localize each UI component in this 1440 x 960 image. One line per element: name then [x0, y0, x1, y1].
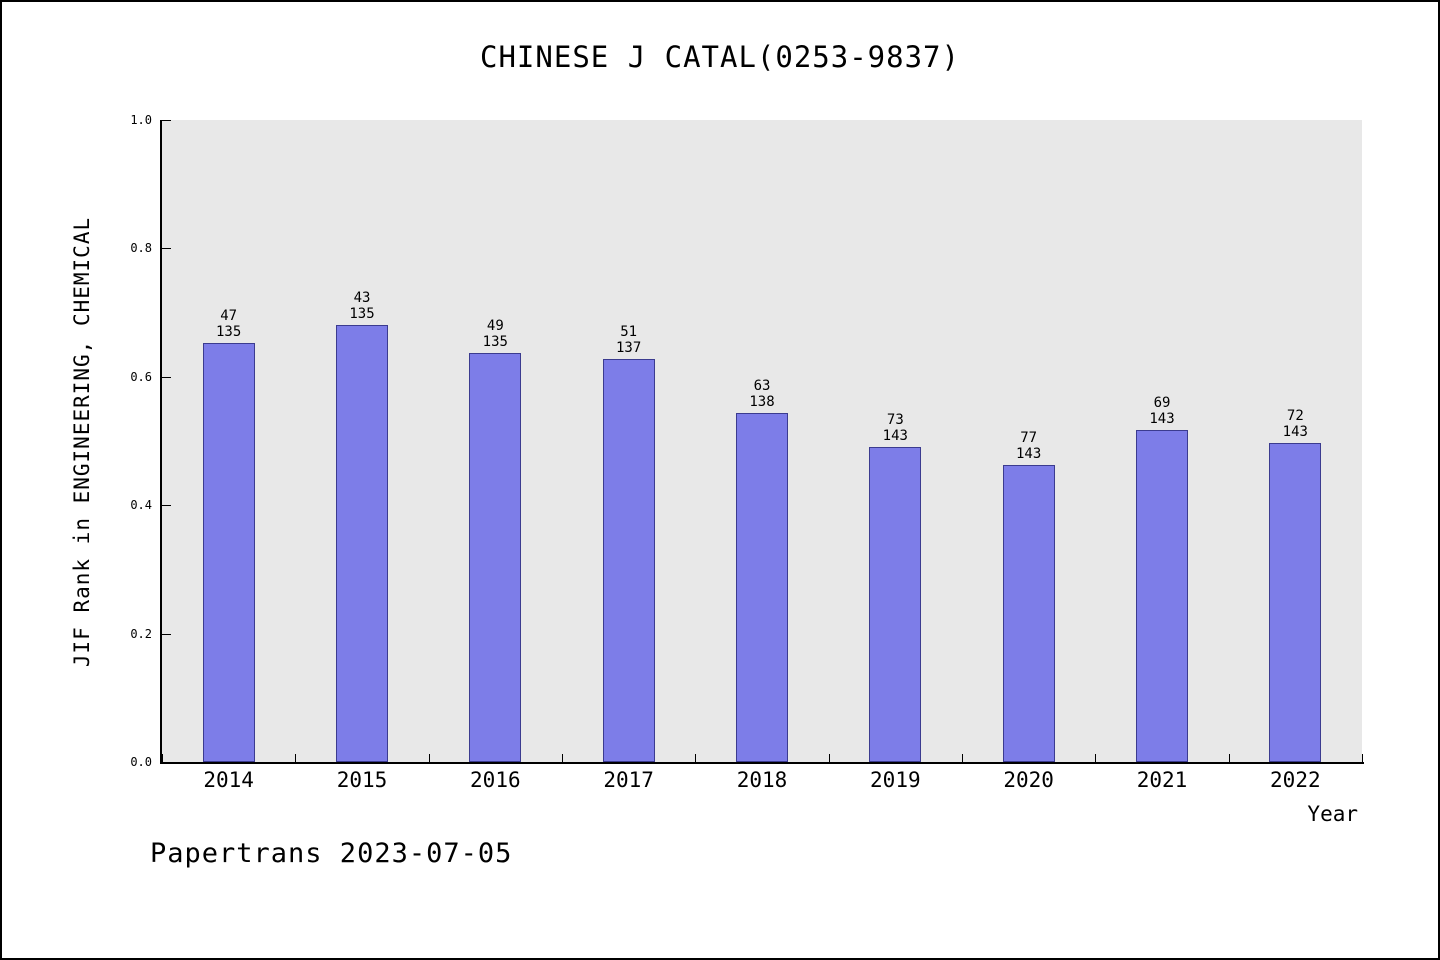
bar-value-label-2016: 49 135: [445, 318, 545, 350]
bar-2019: [869, 447, 922, 762]
bar-value-label-2020: 77 143: [979, 430, 1079, 462]
plot-area: 47 135 43 135 49 135 51 137 63 138 73 143 77 143 69 143…: [162, 120, 1363, 762]
x-axis-tick: [1362, 754, 1363, 762]
chart-title: CHINESE J CATAL(0253-9837): [480, 40, 960, 74]
bar-value-label-2021: 69 143: [1112, 395, 1212, 427]
bar-total: 143: [1282, 424, 1308, 440]
bar-2022: [1269, 443, 1322, 762]
y-axis-tick: [162, 248, 171, 249]
x-tick-label-2019: 2019: [870, 768, 921, 792]
bar-rank: 72: [1286, 408, 1304, 424]
y-axis-tick: [162, 120, 171, 121]
x-tick-label-2014: 2014: [203, 768, 254, 792]
y-axis-line: [160, 120, 162, 764]
bar-total: 137: [616, 340, 642, 356]
bar-rank: 43: [353, 290, 371, 306]
x-axis-tick: [162, 754, 163, 762]
bar-rank: 63: [753, 378, 771, 394]
bar-total: 135: [482, 334, 508, 350]
y-tick-label: 1.0: [130, 113, 152, 127]
bar-2017: [602, 359, 655, 762]
y-tick-label: 0.8: [130, 241, 152, 255]
bar-rank: 51: [620, 324, 638, 340]
y-axis-label: JIF Rank in ENGINEERING, CHEMICAL: [70, 216, 94, 668]
x-tick-label-2016: 2016: [470, 768, 521, 792]
y-axis-tick: [162, 505, 171, 506]
y-tick-label: 0.4: [130, 498, 152, 512]
bar-rank: 49: [486, 318, 504, 334]
bar-2021: [1136, 430, 1188, 762]
bar-rank: 47: [220, 308, 238, 324]
bar-2018: [736, 413, 788, 762]
x-axis-tick: [429, 754, 430, 762]
bar-total: 138: [749, 394, 775, 410]
x-axis-tick: [829, 754, 830, 762]
bar-total: 135: [349, 306, 375, 322]
bar-value-label-2014: 47 135: [179, 308, 279, 340]
x-axis-tick: [695, 754, 696, 762]
y-tick-label: 0.6: [130, 370, 152, 384]
bar-total: 143: [1149, 411, 1175, 427]
bar-total: 143: [882, 428, 908, 444]
x-tick-label-2017: 2017: [603, 768, 654, 792]
bar-rank: 77: [1020, 430, 1038, 446]
x-axis-title: Year: [1307, 802, 1358, 826]
bar-2014: [202, 343, 255, 762]
x-tick-label-2021: 2021: [1136, 768, 1188, 792]
bar-value-label-2017: 51 137: [579, 324, 679, 356]
x-axis-tick: [1229, 754, 1230, 762]
bar-value-label-2018: 63 138: [712, 378, 812, 410]
bar-value-label-2019: 73 143: [845, 412, 945, 444]
x-axis-tick: [295, 754, 296, 762]
x-axis-tick: [1095, 754, 1096, 762]
bar-total: 143: [1016, 446, 1042, 462]
bar-rank: 69: [1153, 395, 1171, 411]
y-tick-label: 0.0: [130, 755, 152, 769]
bar-value-label-2015: 43 135: [312, 290, 412, 322]
x-tick-label-2015: 2015: [336, 768, 388, 792]
x-axis-tick: [562, 754, 563, 762]
y-tick-label: 0.2: [130, 627, 152, 641]
bar-total: 135: [216, 324, 242, 340]
x-axis-line: [160, 762, 1364, 764]
bar-rank: 73: [886, 412, 904, 428]
x-tick-label-2020: 2020: [1003, 768, 1054, 792]
bar-2016: [469, 353, 522, 762]
x-tick-label-2018: 2018: [736, 768, 788, 792]
bar-2015: [336, 325, 388, 762]
x-axis-tick: [962, 754, 963, 762]
bar-value-label-2022: 72 143: [1245, 408, 1345, 440]
x-tick-label-2022: 2022: [1270, 768, 1321, 792]
y-axis-tick: [162, 377, 171, 378]
bar-2020: [1002, 465, 1055, 762]
y-axis-tick: [162, 634, 171, 635]
footer-watermark: Papertrans 2023-07-05: [150, 838, 513, 869]
